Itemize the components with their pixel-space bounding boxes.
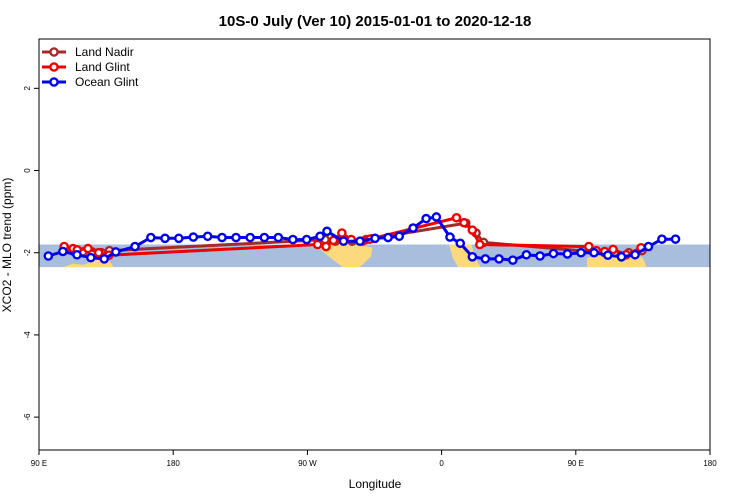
data-point [288,234,298,245]
legend-label: Ocean Glint [75,75,139,89]
data-point [43,251,54,261]
data-point [630,249,640,260]
data-point [146,232,156,243]
data-point [322,226,332,237]
data-point [535,251,545,261]
data-point [394,231,405,242]
x-tick-label: 0 [439,459,444,468]
legend-label: Land Glint [75,60,130,74]
x-tick-label: 90 W [298,459,317,468]
data-point [83,243,93,254]
data-point [231,232,241,243]
legend-item-land-glint: Land Glint [42,60,130,74]
data-point [273,232,284,243]
data-point [110,247,121,257]
data-point [245,232,255,243]
plot-border [38,38,711,451]
data-point [338,236,349,247]
y-tick-label: 2 [23,86,32,91]
y-tick-label: -6 [23,413,32,421]
data-point [451,212,462,223]
data-point [616,252,627,262]
data-point [643,241,654,252]
data-point [459,217,469,228]
data-point [202,231,213,242]
data-point [455,238,466,249]
data-point [431,212,442,222]
x-tick-label: 90 E [31,459,47,468]
data-point [480,254,491,264]
legend-marker [49,47,59,57]
data-point [494,254,504,264]
data-point [576,247,586,258]
data-point [188,232,199,242]
data-point [160,233,170,244]
data-point [562,249,573,259]
data-point [173,233,184,244]
plot-frame [38,38,711,451]
data-point [445,232,455,242]
legend-item-land-nadir: Land Nadir [42,45,134,59]
data-point [86,252,96,263]
data-point [657,234,667,244]
x-axis: 90 E 180 90 W 0 90 E 180 [31,450,717,468]
data-point [58,246,68,257]
data-point [301,234,312,245]
data-point [130,241,140,252]
data-point [408,223,418,233]
x-axis-label: Longitude [349,477,402,491]
data-point [370,233,380,244]
y-tick-label: 0 [23,168,32,173]
legend-label: Land Nadir [75,45,134,59]
y-axis: 2 0 -2 -4 -6 [23,86,39,421]
data-point [589,247,599,258]
data-point [312,239,323,250]
data-point [670,234,681,244]
y-axis-label: XCO2 - MLO trend (ppm) [0,178,14,313]
data-point [99,254,110,264]
data-point [93,247,104,258]
series-layer [43,212,681,265]
y-tick-label: -4 [23,331,32,339]
data-point [603,250,613,260]
x-tick-label: 180 [167,459,181,468]
data-point [521,249,532,260]
data-point [72,249,82,260]
data-point [383,232,393,243]
land-shape-1 [318,244,373,268]
data-point [421,213,431,224]
data-point [217,232,227,243]
legend-marker [49,77,59,87]
data-point [315,231,325,242]
data-point [259,232,270,243]
y-tick-label: -2 [23,249,32,257]
data-point [508,255,518,265]
data-point [475,239,485,250]
legend-item-ocean-glint: Ocean Glint [42,75,139,89]
chart-title: 10S-0 July (Ver 10) 2015-01-01 to 2020-1… [219,13,532,30]
data-point [467,252,478,262]
data-point [337,228,347,238]
legend-marker [49,62,59,72]
data-point [355,236,365,247]
data-point [584,241,594,252]
x-tick-label: 90 E [568,459,584,468]
data-point [548,248,559,259]
data-point [321,241,331,252]
x-tick-label: 180 [703,459,717,468]
series-ocean-glint [43,212,681,265]
data-point [608,244,618,255]
data-point [467,225,478,235]
